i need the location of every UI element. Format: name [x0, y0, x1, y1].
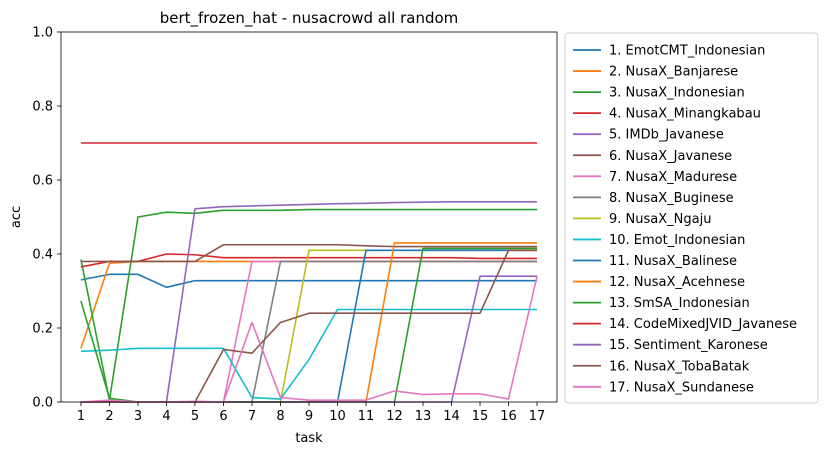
x-tick-label: 13	[415, 409, 432, 424]
legend: 1. EmotCMT_Indonesian 2. NusaX_Banjarese 3…	[564, 32, 819, 404]
series-line-1	[80, 273, 538, 289]
y-tick-label: 0.6	[32, 174, 53, 189]
legend-entry: 12. NusaX_Acehnese	[609, 275, 745, 290]
legend-entry: 6. NusaX_Javanese	[609, 149, 732, 164]
legend-entry: 2. NusaX_Banjarese	[609, 65, 738, 80]
legend-entry: 9. NusaX_Ngaju	[609, 212, 711, 227]
series-line-17	[80, 276, 538, 403]
chart-title: bert_frozen_hat - nusacrowd all random	[160, 9, 459, 28]
y-tick-label: 1.0	[32, 26, 53, 41]
legend-entry: 8. NusaX_Buginese	[609, 191, 734, 206]
legend-entry: 14. CodeMixedJVID_Javanese	[609, 317, 797, 332]
legend-entry: 4. NusaX_Minangkabau	[609, 107, 761, 122]
x-tick-label: 8	[276, 409, 284, 424]
series-line-3	[80, 208, 538, 401]
series-line-5	[80, 201, 538, 403]
y-tick-label: 0.4	[32, 248, 53, 263]
legend-entry: 13. SmSA_Indonesian	[609, 296, 750, 311]
legend-entry: 7. NusaX_Madurese	[609, 170, 737, 185]
x-tick-label: 17	[529, 409, 546, 424]
x-tick-label: 14	[443, 409, 460, 424]
legend-entry: 1. EmotCMT_Indonesian	[609, 44, 765, 59]
y-axis-label: acc	[9, 206, 24, 228]
x-tick-label: 11	[358, 409, 375, 424]
x-tick-label: 2	[105, 409, 113, 424]
x-tick-label: 1	[77, 409, 85, 424]
legend-entry: 5. IMDb_Javanese	[609, 128, 724, 143]
x-axis-label: task	[295, 431, 323, 446]
y-tick-label: 0.2	[32, 322, 53, 337]
x-tick-label: 7	[248, 409, 256, 424]
x-tick-label: 3	[134, 409, 142, 424]
legend-entry: 17. NusaX_Sundanese	[609, 380, 754, 395]
x-tick-label: 4	[162, 409, 170, 424]
legend-entry: 16. NusaX_TobaBatak	[609, 359, 750, 374]
x-tick-label: 5	[191, 409, 199, 424]
series-line-15	[80, 275, 538, 403]
series-line-7	[80, 260, 538, 403]
x-tick-label: 15	[472, 409, 489, 424]
plot-frame	[60, 31, 558, 403]
x-tick-label: 6	[219, 409, 227, 424]
y-tick-label: 0.0	[32, 396, 53, 411]
series-line-2	[80, 260, 538, 349]
y-tick-label: 0.8	[32, 100, 53, 115]
series-line-12	[80, 242, 538, 403]
legend-entry: 3. NusaX_Indonesian	[609, 86, 745, 101]
x-tick-label: 16	[500, 409, 517, 424]
series-line-6	[80, 243, 538, 263]
x-tick-label: 12	[386, 409, 403, 424]
x-tick-label: 9	[305, 409, 313, 424]
legend-box	[564, 32, 819, 404]
series-line-4	[80, 253, 538, 268]
legend-entry: 10. Emot_Indonesian	[609, 233, 745, 248]
legend-entry: 15. Sentiment_Karonese	[609, 338, 768, 353]
plot-area: 1 2 3 4 5 6 7 8 9 10 11 12 13 14 15 16 170.00.20.40.60.8…	[32, 26, 558, 424]
legend-entry: 11. NusaX_Balinese	[609, 254, 737, 269]
series-line-10	[80, 308, 538, 400]
x-tick-label: 10	[329, 409, 346, 424]
series-line-8	[80, 260, 538, 403]
